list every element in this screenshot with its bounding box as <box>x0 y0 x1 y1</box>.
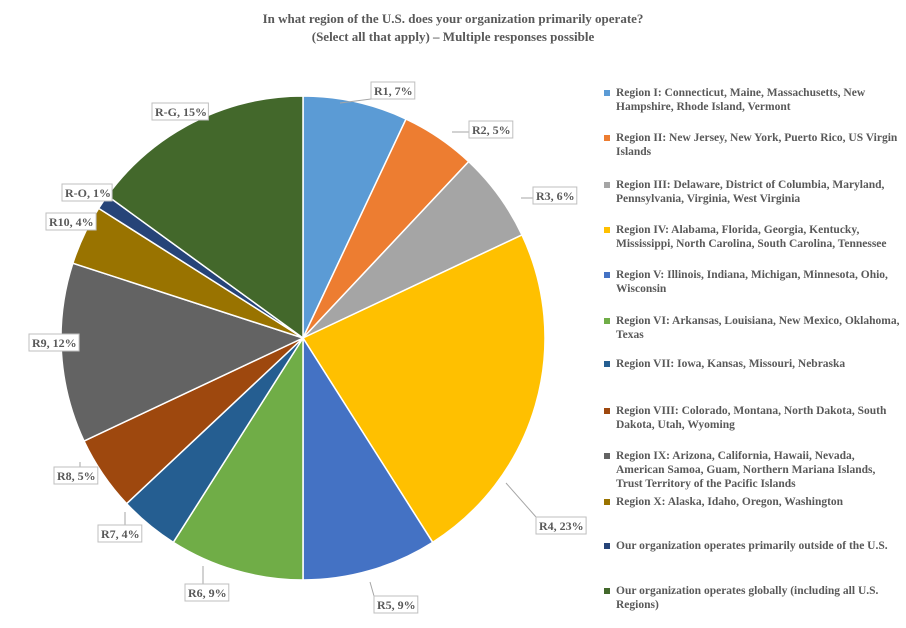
legend-text-3: Region III: Delaware, District of Columb… <box>616 179 885 205</box>
pie-slice-1 <box>302 95 408 339</box>
slice-label-box-7 <box>97 524 143 543</box>
chart-title: In what region of the U.S. does your org… <box>0 10 906 46</box>
legend-swatch-12 <box>604 588 610 594</box>
legend-swatch-10 <box>604 499 610 505</box>
legend-text-2: Region II: New Jersey, New York, Puerto … <box>616 132 898 158</box>
pie-slice-9 <box>60 262 306 443</box>
legend-item-4: Region IV: Alabama, Florida, Georgia, Ke… <box>604 223 900 251</box>
legend-item-11: Our organization operates primarily outs… <box>604 539 900 553</box>
slice-label-text-10: R10, 4% <box>49 215 94 229</box>
legend-text-10: Region X: Alaska, Idaho, Oregon, Washing… <box>616 496 844 508</box>
legend-text-4: Region IV: Alabama, Florida, Georgia, Ke… <box>616 224 887 250</box>
legend-swatch-5 <box>604 272 610 278</box>
slice-label-1: R1, 7% <box>339 81 416 104</box>
slice-label-12: R-G, 15% <box>151 102 209 121</box>
slice-label-7: R7, 4% <box>97 512 143 543</box>
slice-label-text-4: R4, 23% <box>539 519 584 533</box>
chart-title-line-1: In what region of the U.S. does your org… <box>262 11 644 26</box>
legend-text-1: Region I: Connecticut, Maine, Massachuse… <box>616 87 866 113</box>
slice-label-9: R9, 12% <box>28 333 80 352</box>
legend-item-12: Our organization operates globally (incl… <box>604 584 900 612</box>
legend-item-6: Region VI: Arkansas, Louisiana, New Mexi… <box>604 314 900 342</box>
legend-text-7: Region VII: Iowa, Kansas, Missouri, Nebr… <box>616 358 846 370</box>
slice-label-text-5: R5, 9% <box>377 598 416 612</box>
slice-label-box-10 <box>45 212 97 231</box>
legend-swatch-2 <box>604 135 610 141</box>
slice-label-2: R2, 5% <box>452 120 514 139</box>
slice-label-text-11: R-O, 1% <box>65 186 111 200</box>
legend-item-3: Region III: Delaware, District of Columb… <box>604 178 900 206</box>
slice-label-box-3 <box>532 186 578 205</box>
legend-swatch-8 <box>604 408 610 414</box>
legend-text-12: Our organization operates globally (incl… <box>616 585 879 611</box>
legend-text-8: Region VIII: Colorado, Montana, North Da… <box>616 405 887 431</box>
slice-label-box-9 <box>28 333 80 352</box>
slice-label-3: R3, 6% <box>521 186 578 205</box>
slice-label-box-5 <box>373 595 419 614</box>
legend-swatch-11 <box>604 543 610 549</box>
slice-label-box-6 <box>184 583 230 602</box>
legend-text-11: Our organization operates primarily outs… <box>616 540 888 552</box>
slice-label-10: R10, 4% <box>45 212 97 231</box>
legend-swatch-1 <box>604 90 610 96</box>
legend-item-9: Region IX: Arizona, California, Hawaii, … <box>604 449 900 491</box>
slice-label-text-12: R-G, 15% <box>155 105 207 119</box>
slice-label-text-9: R9, 12% <box>32 336 77 350</box>
slice-label-5: R5, 9% <box>369 581 419 614</box>
legend-swatch-6 <box>604 318 610 324</box>
slice-label-box-1 <box>370 81 416 100</box>
slice-label-box-12 <box>151 102 209 121</box>
pie-slice-12 <box>106 95 304 340</box>
pie-slice-4 <box>301 233 546 544</box>
legend-swatch-7 <box>604 361 610 367</box>
slice-label-text-6: R6, 9% <box>188 586 227 600</box>
slice-label-11: R-O, 1% <box>61 183 113 202</box>
legend-item-5: Region V: Illinois, Indiana, Michigan, M… <box>604 268 900 296</box>
slice-label-text-8: R8, 5% <box>57 469 96 483</box>
slice-label-text-2: R2, 5% <box>472 123 511 137</box>
slice-label-box-2 <box>468 120 514 139</box>
slice-label-box-4 <box>535 516 587 535</box>
legend-text-5: Region V: Illinois, Indiana, Michigan, M… <box>616 269 888 295</box>
slice-label-4: R4, 23% <box>505 482 587 535</box>
pie-slice-5 <box>302 335 434 581</box>
legend-item-10: Region X: Alaska, Idaho, Oregon, Washing… <box>604 495 900 509</box>
legend-text-9: Region IX: Arizona, California, Hawaii, … <box>616 450 876 490</box>
chart-title-line-2: (Select all that apply) – Multiple respo… <box>311 29 595 44</box>
legend-item-1: Region I: Connecticut, Maine, Massachuse… <box>604 86 900 114</box>
legend-item-2: Region II: New Jersey, New York, Puerto … <box>604 131 900 159</box>
legend-item-8: Region VIII: Colorado, Montana, North Da… <box>604 404 900 432</box>
slice-label-8: R8, 5% <box>53 462 99 485</box>
slice-label-box-8 <box>53 466 99 485</box>
slice-label-text-3: R3, 6% <box>536 189 575 203</box>
legend-swatch-4 <box>604 227 610 233</box>
slice-leader-line-1 <box>339 98 372 104</box>
slice-leader-line-4 <box>505 482 537 518</box>
legend-text-6: Region VI: Arkansas, Louisiana, New Mexi… <box>616 315 900 341</box>
slice-label-text-1: R1, 7% <box>374 84 413 98</box>
slice-leader-line-5 <box>369 581 375 597</box>
pie-slice-6 <box>172 335 304 581</box>
legend-swatch-9 <box>604 453 610 459</box>
slice-label-text-7: R7, 4% <box>101 527 140 541</box>
legend-item-7: Region VII: Iowa, Kansas, Missouri, Nebr… <box>604 357 900 371</box>
legend-swatch-3 <box>604 182 610 188</box>
slice-label-box-11 <box>61 183 113 202</box>
slice-label-6: R6, 9% <box>184 566 230 602</box>
